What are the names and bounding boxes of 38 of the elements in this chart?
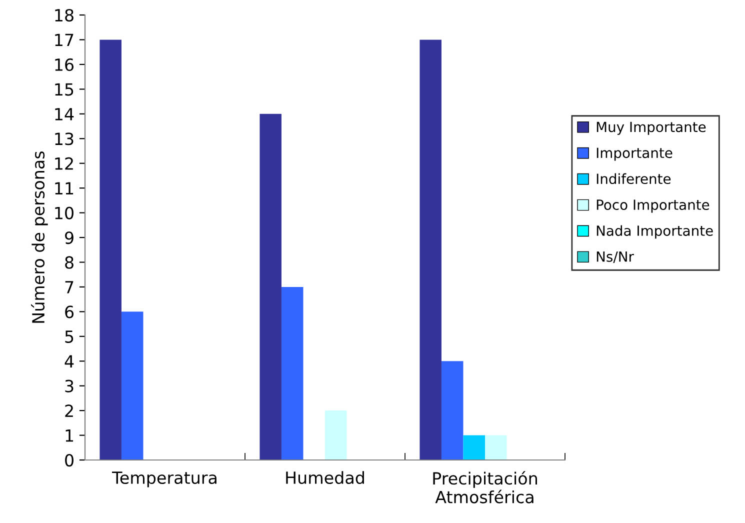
y-tick-label: 8 <box>65 256 74 269</box>
legend-label: Nada Importante <box>596 225 713 239</box>
y-tick-label: 7 <box>65 281 74 294</box>
y-tick-label: 5 <box>65 330 74 343</box>
bar <box>281 286 304 460</box>
bar <box>485 435 507 460</box>
y-tick-label: 15 <box>55 83 74 96</box>
y-tick-label: 10 <box>55 206 74 220</box>
bar <box>121 312 144 460</box>
y-tick-label: 14 <box>55 108 74 120</box>
bar <box>463 435 485 460</box>
y-axis-title: Número de personas <box>31 151 48 323</box>
legend-label: Ns/Nr <box>596 252 634 263</box>
bar <box>325 410 347 460</box>
y-tick-label: 4 <box>64 355 74 368</box>
legend-label: Indiferente <box>596 173 671 184</box>
bar <box>260 114 282 460</box>
y-tick-label: 11 <box>55 182 74 194</box>
y-tick-label: 2 <box>65 404 73 417</box>
bar <box>441 361 464 460</box>
y-tick-label: 16 <box>55 58 74 72</box>
bar <box>100 40 122 460</box>
x-tick-label: Humedad <box>286 471 364 484</box>
y-tick-label: 1 <box>66 429 74 442</box>
y-tick-label: 18 <box>55 8 74 22</box>
y-tick-label: 9 <box>65 231 74 244</box>
y-tick-label: 13 <box>55 132 74 146</box>
bar <box>420 40 442 460</box>
legend-label: Importante <box>596 148 672 161</box>
x-tick-label: Precipitación Atmosférica <box>433 471 537 504</box>
y-tick-label: 12 <box>55 157 73 170</box>
y-tick-label: 3 <box>65 380 74 392</box>
y-tick-label: 0 <box>65 454 74 467</box>
x-tick-label: Temperatura <box>112 472 216 488</box>
legend-label: Poco Importante <box>596 200 710 213</box>
y-tick-label: 6 <box>65 306 74 318</box>
legend-label: Muy Importante <box>596 122 706 135</box>
y-tick-label: 17 <box>55 34 74 46</box>
